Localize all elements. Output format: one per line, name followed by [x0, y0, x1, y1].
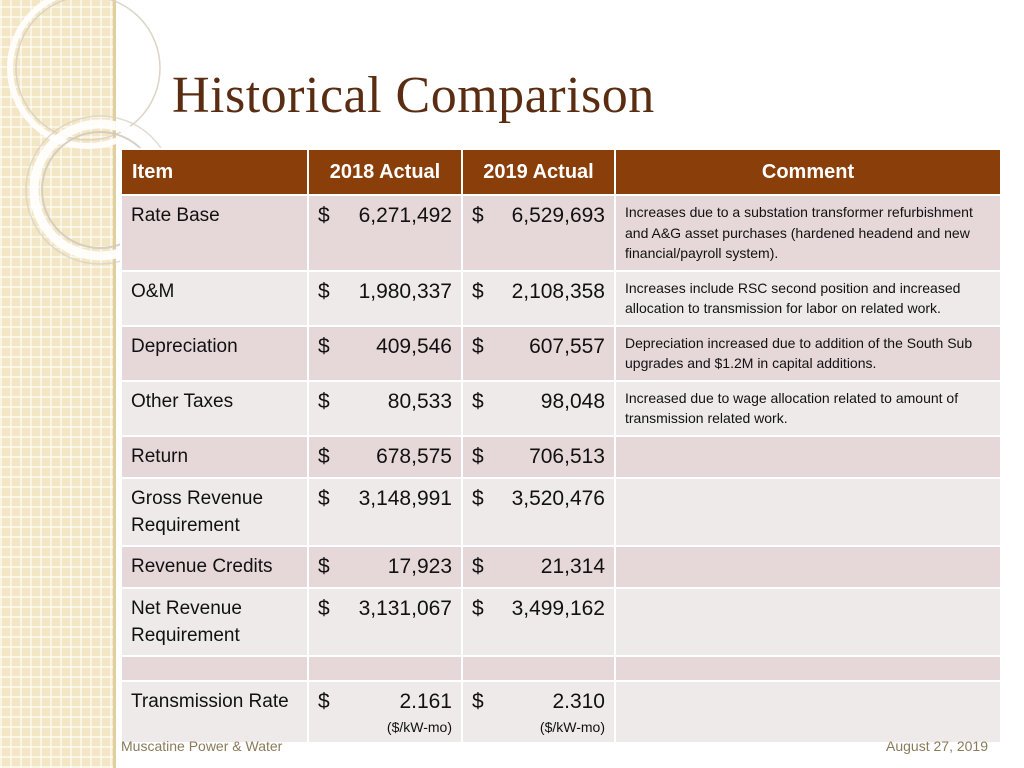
- amount: 3,520,476: [511, 486, 605, 510]
- empty-cell: [461, 654, 616, 682]
- value-2019: $21,314: [461, 544, 616, 589]
- value-2019: $3,499,162: [461, 586, 616, 657]
- table-row: Net Revenue Requirement $3,131,067 $3,49…: [120, 586, 1002, 657]
- currency-symbol: $: [318, 554, 330, 578]
- currency-symbol: $: [472, 334, 484, 358]
- currency-symbol: $: [318, 389, 330, 413]
- currency-symbol: $: [472, 279, 484, 303]
- value-2019: $6,529,693: [461, 194, 616, 272]
- value-2018: $6,271,492: [307, 194, 463, 272]
- table-row: Gross Revenue Requirement $3,148,991 $3,…: [120, 476, 1002, 547]
- currency-symbol: $: [318, 444, 330, 468]
- row-item-label: Net Revenue Requirement: [120, 586, 309, 657]
- currency-symbol: $: [318, 279, 330, 303]
- amount: 678,575: [376, 444, 452, 468]
- row-item-label: Gross Revenue Requirement: [120, 476, 309, 547]
- table-row: O&M $1,980,337 $2,108,358 Increases incl…: [120, 269, 1002, 327]
- row-comment: [614, 586, 1002, 657]
- currency-symbol: $: [318, 334, 330, 358]
- value-2019: $3,520,476: [461, 476, 616, 547]
- table-row: Transmission Rate $2.161 ($/kW-mo) $2.31…: [120, 679, 1002, 744]
- table-row: Rate Base $6,271,492 $6,529,693 Increase…: [120, 194, 1002, 272]
- table-row: Depreciation $409,546 $607,557 Depreciat…: [120, 324, 1002, 382]
- footer-organization: Muscatine Power & Water: [121, 738, 283, 754]
- currency-symbol: $: [318, 596, 330, 620]
- row-item-label: O&M: [120, 269, 309, 327]
- row-comment: [614, 476, 1002, 547]
- table-header-row: Item 2018 Actual 2019 Actual Comment: [120, 148, 1002, 196]
- row-comment: Increases include RSC second position an…: [614, 269, 1002, 327]
- table-row: Return $678,575 $706,513: [120, 434, 1002, 479]
- historical-comparison-table: Item 2018 Actual 2019 Actual Comment Rat…: [120, 148, 1002, 744]
- empty-cell: [307, 654, 463, 682]
- row-comment: [614, 679, 1002, 744]
- row-item-label: Revenue Credits: [120, 544, 309, 589]
- row-comment: Depreciation increased due to addition o…: [614, 324, 1002, 382]
- currency-symbol: $: [318, 486, 330, 510]
- empty-cell: [614, 654, 1002, 682]
- row-item-label: Other Taxes: [120, 379, 309, 437]
- amount: 3,131,067: [358, 596, 452, 620]
- value-2018: $678,575: [307, 434, 463, 479]
- header-2018-actual: 2018 Actual: [307, 148, 463, 196]
- currency-symbol: $: [472, 204, 484, 227]
- rate-unit: ($/kW-mo): [386, 718, 452, 735]
- value-2018: $1,980,337: [307, 269, 463, 327]
- row-comment: [614, 544, 1002, 589]
- value-2019: $706,513: [461, 434, 616, 479]
- amount: 2.161: [399, 689, 452, 713]
- row-comment: [614, 434, 1002, 479]
- amount: 2,108,358: [511, 279, 605, 303]
- value-2018: $80,533: [307, 379, 463, 437]
- amount: 3,499,162: [511, 596, 605, 620]
- amount: 6,271,492: [358, 204, 452, 227]
- empty-cell: [120, 654, 309, 682]
- amount: 3,148,991: [358, 486, 452, 510]
- value-2019: $607,557: [461, 324, 616, 382]
- currency-symbol: $: [472, 444, 484, 468]
- amount: 80,533: [387, 389, 452, 413]
- spacer-row: [120, 654, 1002, 682]
- amount: 98,048: [540, 389, 605, 413]
- amount: 17,923: [387, 554, 452, 578]
- side-band-edge: [113, 0, 116, 768]
- value-2018: $3,131,067: [307, 586, 463, 657]
- value-2018: $3,148,991: [307, 476, 463, 547]
- currency-symbol: $: [472, 596, 484, 620]
- value-2019: $2.310 ($/kW-mo): [461, 679, 616, 744]
- currency-symbol: $: [472, 689, 484, 713]
- value-2019: $2,108,358: [461, 269, 616, 327]
- row-item-label: Return: [120, 434, 309, 479]
- header-2019-actual: 2019 Actual: [461, 148, 616, 196]
- row-comment: Increased due to wage allocation related…: [614, 379, 1002, 437]
- currency-symbol: $: [318, 689, 330, 713]
- rate-unit: ($/kW-mo): [539, 718, 605, 735]
- amount: 1,980,337: [358, 279, 452, 303]
- value-2018: $2.161 ($/kW-mo): [307, 679, 463, 744]
- currency-symbol: $: [318, 204, 330, 227]
- amount: 706,513: [529, 444, 605, 468]
- amount: 607,557: [529, 334, 605, 358]
- table-row: Revenue Credits $17,923 $21,314: [120, 544, 1002, 589]
- value-2019: $98,048: [461, 379, 616, 437]
- table-row: Other Taxes $80,533 $98,048 Increased du…: [120, 379, 1002, 437]
- value-2018: $409,546: [307, 324, 463, 382]
- footer-date: August 27, 2019: [886, 738, 988, 754]
- amount: 409,546: [376, 334, 452, 358]
- header-comment: Comment: [614, 148, 1002, 196]
- row-item-label: Depreciation: [120, 324, 309, 382]
- amount: 2.310: [552, 689, 605, 713]
- header-item: Item: [120, 148, 309, 196]
- currency-symbol: $: [472, 486, 484, 510]
- amount: 6,529,693: [511, 204, 605, 227]
- slide-title: Historical Comparison: [172, 67, 655, 124]
- row-item-label: Rate Base: [120, 194, 309, 272]
- row-comment: Increases due to a substation transforme…: [614, 194, 1002, 272]
- amount: 21,314: [540, 554, 605, 578]
- currency-symbol: $: [472, 554, 484, 578]
- value-2018: $17,923: [307, 544, 463, 589]
- row-item-label: Transmission Rate: [120, 679, 309, 744]
- currency-symbol: $: [472, 389, 484, 413]
